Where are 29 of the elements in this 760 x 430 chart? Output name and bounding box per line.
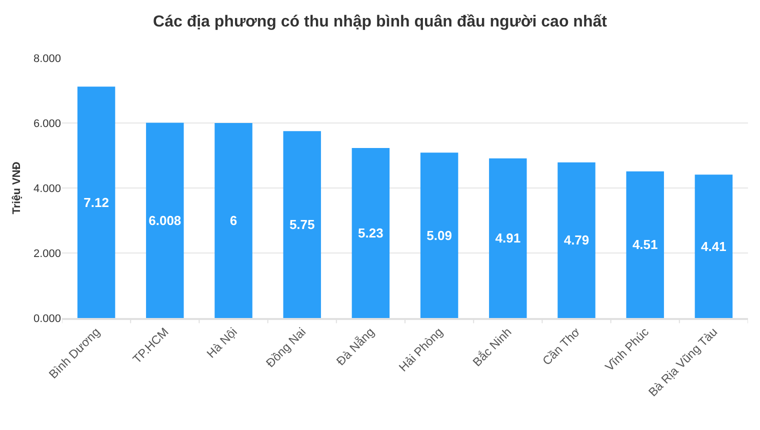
- y-tick-label: 0.000: [33, 312, 61, 325]
- bar: [283, 131, 321, 318]
- y-tick-label: 6.000: [33, 118, 61, 130]
- bar: [77, 86, 116, 318]
- y-tick-label: 4.000: [33, 182, 61, 195]
- data-label: 6.008: [148, 212, 182, 228]
- data-label: 4.91: [495, 230, 521, 246]
- data-label: 4.51: [632, 237, 658, 252]
- data-label: 4.79: [564, 232, 590, 248]
- bar: [626, 171, 664, 318]
- data-label: 7.12: [84, 194, 109, 210]
- bar: [146, 122, 184, 318]
- bar: [214, 123, 252, 318]
- bar: [558, 162, 596, 318]
- bar: [489, 158, 527, 318]
- data-label: 5.75: [289, 217, 315, 232]
- data-label: 4.41: [701, 238, 726, 254]
- data-label: 6: [230, 213, 238, 228]
- y-tick-label: 8.000: [33, 52, 61, 65]
- y-tick-label: 2.000: [33, 248, 61, 260]
- chart-title: Các địa phương có thu nhập bình quân đầu người cao nhất: [153, 13, 608, 30]
- bar: [352, 148, 390, 318]
- x-tick-label: Cần Thơ: [540, 324, 583, 368]
- y-axis-title: Triệu VNĐ: [11, 162, 24, 214]
- data-label: 5.09: [426, 228, 452, 243]
- data-label: 5.23: [358, 226, 384, 241]
- bar: [420, 152, 458, 318]
- x-tick-label: Hà Nội: [204, 324, 240, 361]
- bar: [694, 174, 733, 318]
